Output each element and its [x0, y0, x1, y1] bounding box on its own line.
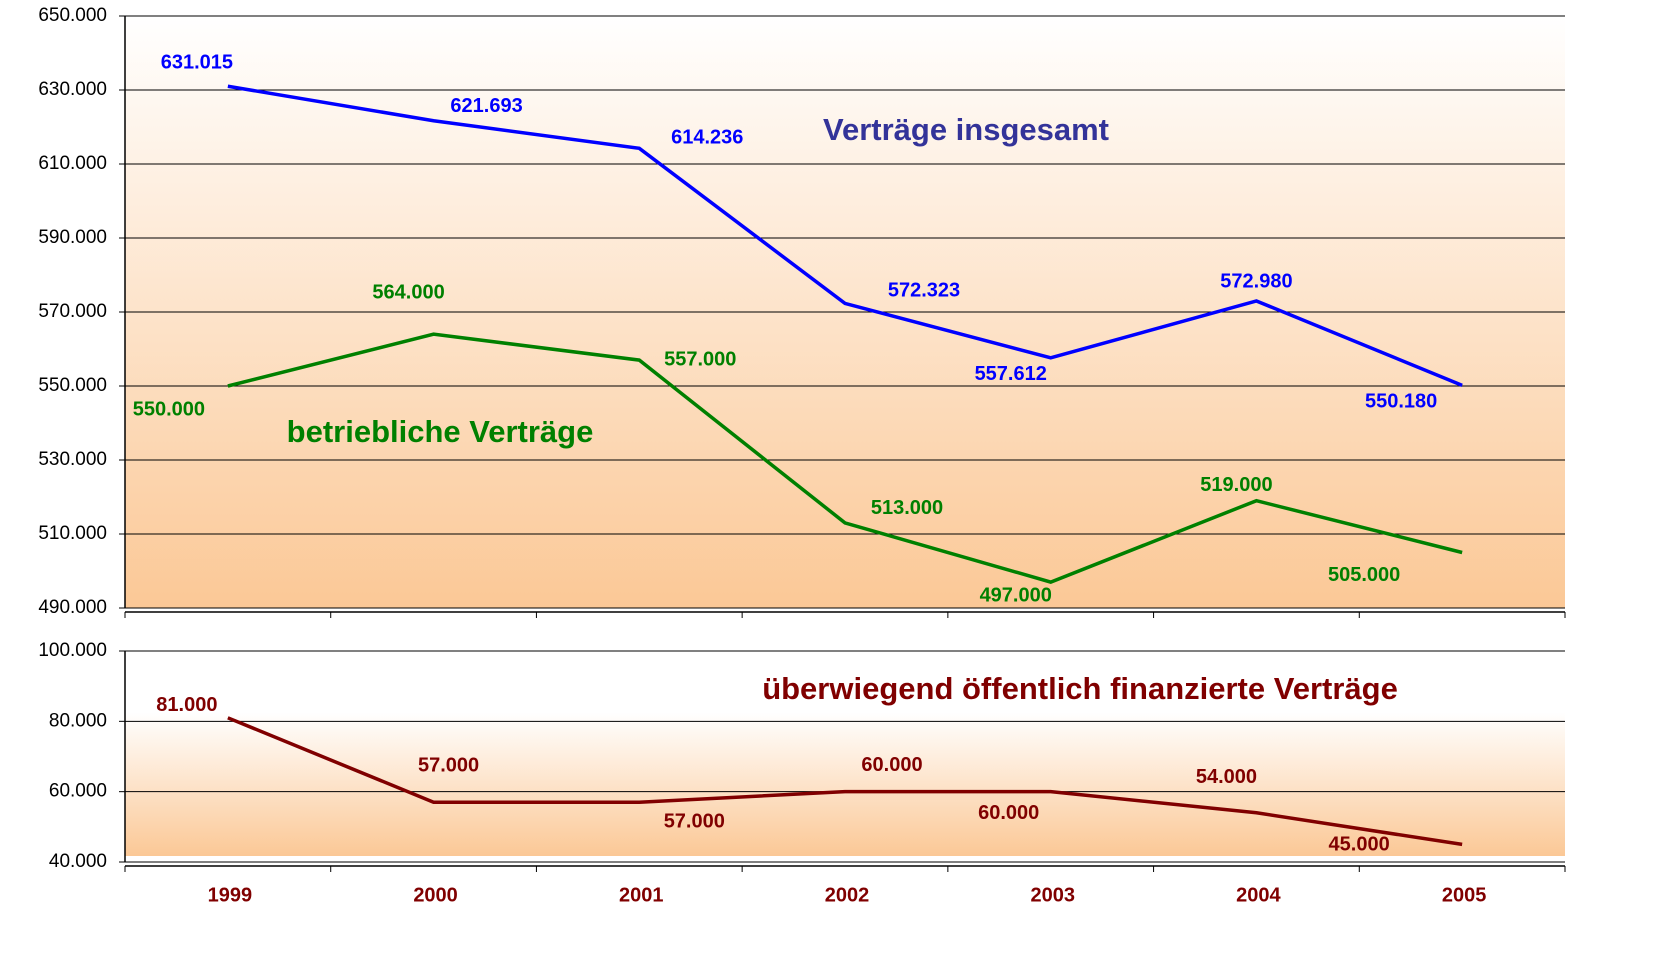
y-tick-label: 510.000: [38, 523, 107, 544]
data-label: 54.000: [1196, 766, 1257, 788]
data-label: 57.000: [664, 810, 725, 832]
y-tick-label: 40.000: [49, 851, 107, 872]
y-tick-label: 100.000: [38, 640, 107, 661]
data-label: 557.612: [975, 363, 1047, 385]
data-label: 572.980: [1220, 270, 1292, 292]
y-tick-label: 60.000: [49, 781, 107, 802]
data-label: 557.000: [664, 348, 736, 370]
series-line: [227, 84, 1463, 387]
x-tick-label: 1999: [208, 884, 253, 906]
x-tick-label: 2004: [1236, 884, 1281, 906]
data-label: 60.000: [978, 802, 1039, 824]
y-tick-label: 80.000: [49, 710, 107, 731]
y-tick-label: 570.000: [38, 301, 107, 322]
data-label: 621.693: [450, 95, 522, 117]
data-label: 550.180: [1365, 391, 1437, 413]
data-label: 572.323: [888, 280, 960, 302]
data-label: 631.015: [161, 52, 233, 74]
data-label: 45.000: [1329, 834, 1390, 856]
data-label: 550.000: [133, 398, 205, 420]
data-label: 505.000: [1328, 564, 1400, 586]
data-label: 57.000: [418, 754, 479, 776]
x-tick-label: 2005: [1442, 884, 1487, 906]
data-label: 519.000: [1200, 474, 1272, 496]
y-tick-label: 650.000: [38, 5, 107, 26]
y-tick-label: 610.000: [38, 153, 107, 174]
y-tick-label: 590.000: [38, 227, 107, 248]
data-label: 81.000: [156, 694, 217, 716]
y-tick-label: 630.000: [38, 79, 107, 100]
data-label: 497.000: [980, 584, 1052, 606]
series-line: [227, 716, 1463, 847]
series-label: überwiegend öffentlich finanzierte Vertr…: [762, 671, 1398, 706]
y-tick-label: 550.000: [38, 375, 107, 396]
x-tick-label: 2001: [619, 884, 664, 906]
y-tick-label: 490.000: [38, 597, 107, 618]
series-label: Verträge insgesamt: [823, 112, 1109, 147]
data-label: 564.000: [372, 281, 444, 303]
x-tick-label: 2002: [825, 884, 870, 906]
data-label: 513.000: [871, 497, 943, 519]
y-tick-label: 530.000: [38, 449, 107, 470]
x-tick-label: 2003: [1030, 884, 1075, 906]
x-tick-label: 2000: [413, 884, 458, 906]
data-label: 614.236: [671, 127, 743, 149]
data-label: 60.000: [861, 754, 922, 776]
series-line: [227, 332, 1463, 584]
series-label: betriebliche Verträge: [287, 414, 594, 449]
